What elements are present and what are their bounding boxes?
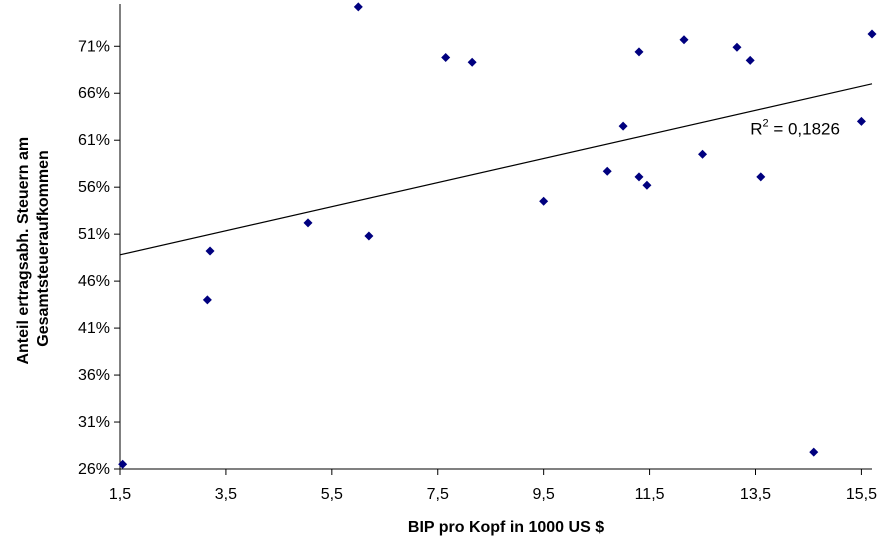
data-point	[634, 172, 644, 182]
y-axis-title-line-1: Anteil ertragsabh. Steuern am	[15, 137, 32, 365]
data-point	[441, 53, 451, 63]
data-point	[205, 246, 215, 256]
r-squared-value: = 0,1826	[769, 120, 840, 139]
y-tick-label: 61%	[78, 132, 110, 149]
x-tick-label: 1,5	[109, 486, 131, 503]
data-point	[618, 121, 628, 131]
data-point	[745, 55, 755, 65]
y-axis-title-line-2: Gesamtsteueraufkommen	[35, 150, 52, 347]
y-tick-label: 31%	[78, 414, 110, 431]
data-points	[118, 2, 877, 469]
x-tick-label: 11,5	[635, 486, 665, 503]
plot-area	[119, 4, 872, 470]
y-tick-label: 36%	[78, 367, 110, 384]
x-tick-label: 13,5	[740, 486, 771, 503]
y-tick-label: 56%	[78, 179, 110, 196]
x-tick-label: 15,5	[846, 486, 877, 503]
data-point	[118, 459, 128, 469]
data-point	[353, 2, 363, 12]
data-point	[539, 196, 549, 206]
data-point	[856, 116, 866, 126]
data-point	[602, 166, 612, 176]
r-squared-symbol: R	[750, 120, 762, 139]
data-point	[679, 35, 689, 45]
y-tick-label: 66%	[78, 85, 110, 102]
data-point	[364, 231, 374, 241]
data-point	[634, 47, 644, 57]
r-squared-superscript: 2	[762, 118, 768, 130]
y-tick-label: 51%	[78, 226, 110, 243]
y-tick-label: 71%	[78, 38, 110, 55]
y-tick-label: 26%	[78, 461, 110, 478]
data-point	[202, 295, 212, 305]
data-point	[642, 180, 652, 190]
x-tick-label: 9,5	[533, 486, 555, 503]
x-axis-title: BIP pro Kopf in 1000 US $	[408, 519, 604, 536]
x-tick-label: 7,5	[427, 486, 449, 503]
x-tick-label: 5,5	[321, 486, 343, 503]
r-squared-annotation: R2 = 0,1826	[750, 118, 840, 139]
data-point	[809, 447, 819, 457]
data-point	[756, 172, 766, 182]
data-point	[698, 149, 708, 159]
data-point	[303, 218, 313, 228]
x-tick-label: 3,5	[215, 486, 237, 503]
data-point	[867, 29, 877, 39]
y-tick-label: 46%	[78, 273, 110, 290]
data-point	[732, 42, 742, 52]
y-tick-label: 41%	[78, 320, 110, 337]
y-axis-title: Anteil ertragsabh. Steuern am Gesamtsteu…	[15, 132, 52, 364]
trendline	[119, 83, 873, 256]
y-axis: 26% 31% 36% 41% 46% 51% 56% 61% 66% 71%	[78, 38, 120, 478]
x-axis: 1,5 3,5 5,5 7,5 9,5 11,5 13,5 15,5	[109, 469, 877, 503]
data-point	[467, 57, 477, 67]
